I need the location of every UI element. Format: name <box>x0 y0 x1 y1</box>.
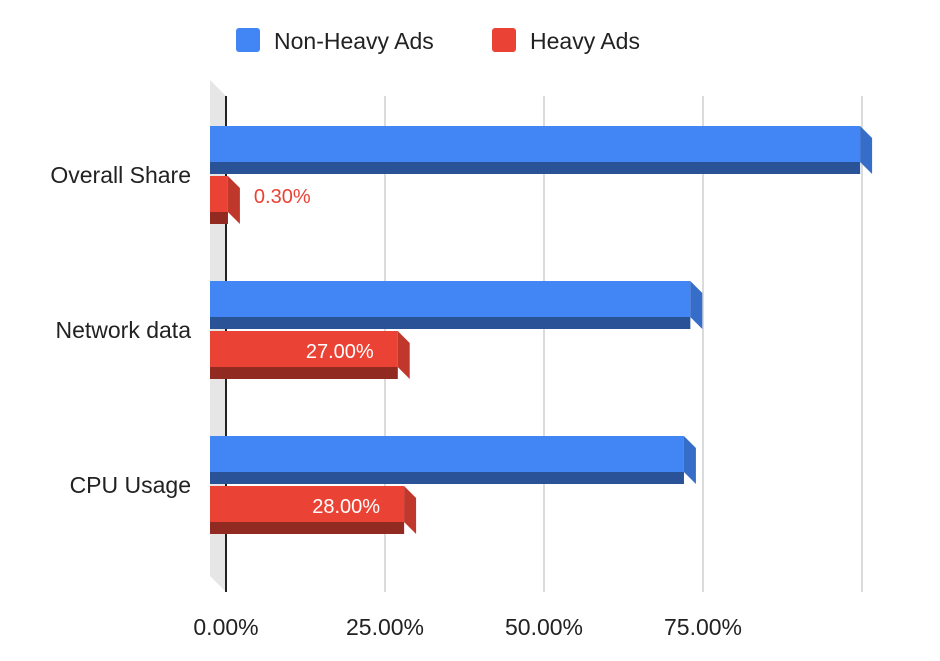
bar-non-heavy-ads-network-data <box>210 281 703 329</box>
legend: Non-Heavy Ads Heavy Ads <box>236 28 640 54</box>
category-label-cpu-usage: CPU Usage <box>70 472 191 498</box>
bar-heavy-ads-overall-share <box>210 176 240 224</box>
bar-end <box>690 281 703 329</box>
category-label-overall-share: Overall Share <box>50 162 191 188</box>
bar-end <box>683 436 696 484</box>
legend-label: Non-Heavy Ads <box>274 28 434 54</box>
data-labels: 0.30% 27.00% 28.00% <box>254 186 380 518</box>
bar-heavy-ads-network-data <box>210 331 410 379</box>
x-tick-label: 25.00% <box>346 614 424 640</box>
legend-label: Heavy Ads <box>530 28 640 54</box>
bar-underside <box>210 212 228 224</box>
x-tick-label: 75.00% <box>664 614 742 640</box>
x-tick-label: 50.00% <box>505 614 583 640</box>
bar-underside <box>210 522 405 534</box>
bar-non-heavy-ads-overall-share <box>210 126 873 174</box>
bar-underside <box>210 367 398 379</box>
data-label-heavy-ads-cpu-usage: 28.00% <box>312 496 380 518</box>
bar-end <box>227 176 240 224</box>
legend-swatch <box>492 28 516 52</box>
bar-heavy-ads-cpu-usage <box>210 486 417 534</box>
bar-underside <box>210 472 684 484</box>
bar-end <box>860 126 873 174</box>
x-tick-label: 0.00% <box>193 614 258 640</box>
bar-underside <box>210 317 691 329</box>
bars <box>210 126 873 534</box>
data-label-heavy-ads-overall-share: 0.30% <box>254 186 311 208</box>
bar-non-heavy-ads-cpu-usage <box>210 436 696 484</box>
category-label-network-data: Network data <box>55 317 191 343</box>
bar-end <box>404 486 417 534</box>
category-labels: Overall Share Network data CPU Usage <box>50 162 191 498</box>
legend-item-non-heavy-ads: Non-Heavy Ads <box>236 28 434 54</box>
data-label-heavy-ads-network-data: 27.00% <box>306 341 374 363</box>
legend-item-heavy-ads: Heavy Ads <box>492 28 640 54</box>
bar-underside <box>210 162 861 174</box>
legend-swatch <box>236 28 260 52</box>
bar-end <box>397 331 410 379</box>
x-axis-tick-labels: 0.00% 25.00% 50.00% 75.00% <box>193 614 742 640</box>
